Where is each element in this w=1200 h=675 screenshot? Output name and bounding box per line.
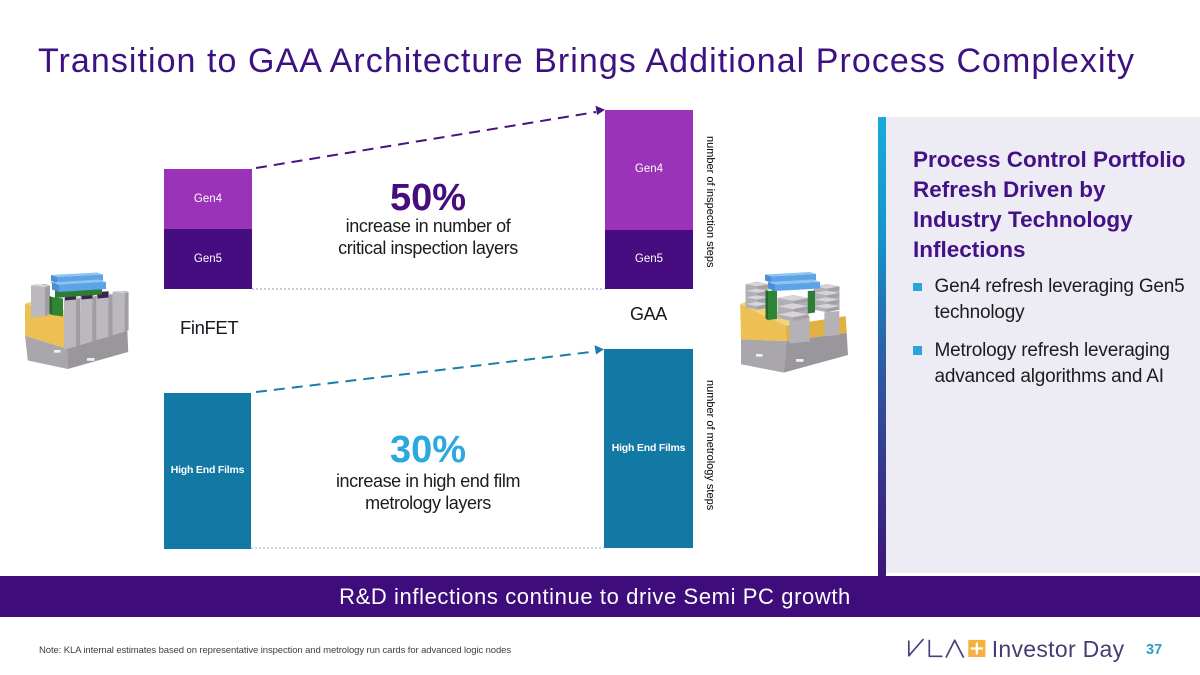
svg-text:Investor Day: Investor Day (992, 636, 1125, 662)
